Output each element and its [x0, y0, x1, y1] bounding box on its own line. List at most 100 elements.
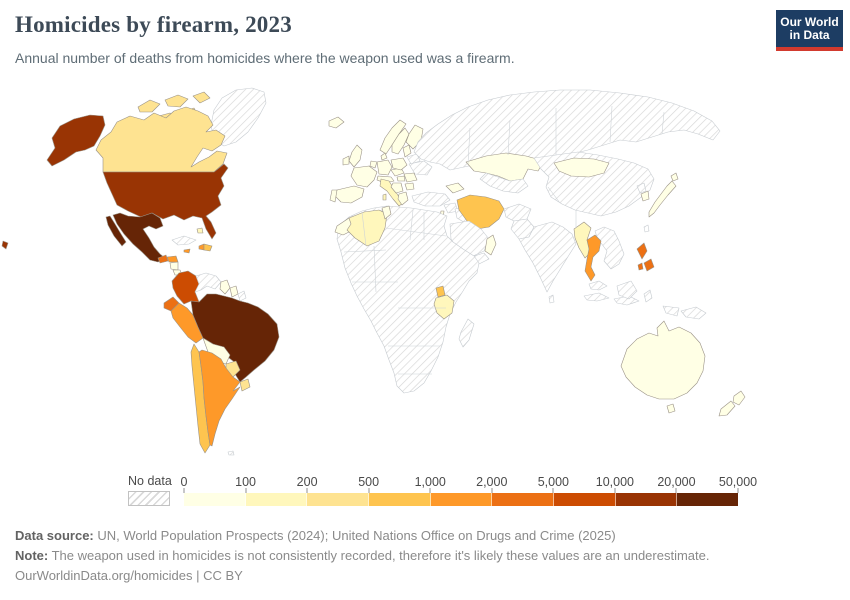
- country-australia-tasmania[interactable]: [666, 403, 676, 414]
- country-denmark[interactable]: [380, 152, 388, 161]
- country-iran[interactable]: [456, 194, 505, 230]
- country-baltics[interactable]: [402, 144, 412, 158]
- country-canada-arctic-2[interactable]: [164, 94, 189, 108]
- country-indonesia-sulawesi[interactable]: [643, 289, 653, 303]
- country-thailand[interactable]: [584, 234, 602, 282]
- country-norway[interactable]: [379, 119, 407, 155]
- country-nicaragua[interactable]: [169, 261, 179, 271]
- country-portugal[interactable]: [329, 189, 338, 203]
- country-australia[interactable]: [620, 320, 706, 400]
- country-guyana[interactable]: [219, 279, 231, 295]
- country-usa[interactable]: [102, 163, 229, 240]
- country-oman[interactable]: [484, 234, 497, 256]
- country-dominican-republic[interactable]: [203, 243, 213, 252]
- country-italy-sardinia[interactable]: [382, 193, 387, 201]
- country-canada-arctic-3[interactable]: [192, 91, 211, 104]
- country-canada[interactable]: [95, 106, 228, 173]
- country-new-zealand-south[interactable]: [718, 400, 736, 417]
- country-indonesia-papua[interactable]: [662, 305, 680, 317]
- legend-bucket-10,000-20,000[interactable]: [615, 493, 678, 506]
- country-canada-arctic-1[interactable]: [137, 99, 161, 113]
- legend-no-data-swatch[interactable]: [128, 491, 170, 506]
- legend-bucket-1,000-2,000[interactable]: [430, 493, 493, 506]
- country-guatemala[interactable]: [157, 254, 169, 264]
- country-japan[interactable]: [648, 180, 677, 218]
- country-philippines-mindanao[interactable]: [643, 258, 655, 272]
- country-poland[interactable]: [390, 157, 408, 171]
- legend-bucket-5,000-10,000[interactable]: [554, 493, 616, 506]
- owid-logo[interactable]: Our World in Data: [776, 10, 843, 51]
- country-iceland[interactable]: [328, 116, 345, 129]
- country-united-kingdom[interactable]: [348, 144, 363, 168]
- country-indonesia-sumatra[interactable]: [583, 292, 610, 302]
- legend-tick-mark: [552, 488, 554, 493]
- owid-logo-line1: Our World: [780, 15, 839, 29]
- country-ukraine[interactable]: [408, 160, 433, 176]
- country-ireland[interactable]: [342, 155, 350, 166]
- legend-bucket-2,000-5,000[interactable]: [492, 493, 555, 506]
- country-germany[interactable]: [376, 159, 393, 176]
- country-philippines-visayas[interactable]: [637, 262, 644, 271]
- country-hungary[interactable]: [396, 175, 406, 182]
- country-venezuela[interactable]: [194, 272, 222, 293]
- country-usa-alaska[interactable]: [46, 114, 106, 167]
- country-romania[interactable]: [403, 172, 418, 183]
- country-central-asia[interactable]: [479, 172, 529, 194]
- country-argentina[interactable]: [198, 349, 241, 447]
- country-south-korea[interactable]: [640, 190, 650, 202]
- country-greenland[interactable]: [210, 87, 267, 147]
- country-suriname[interactable]: [229, 285, 239, 298]
- country-colombia[interactable]: [171, 270, 200, 305]
- legend-bucket-500-1,000[interactable]: [369, 493, 431, 506]
- country-bahamas[interactable]: [196, 227, 204, 234]
- country-france[interactable]: [350, 165, 378, 188]
- country-caucasus[interactable]: [445, 182, 465, 194]
- legend-tick-labels: 0 100 200 500 1,000 2,000 5,000 10,000 20,000 50,…: [181, 475, 757, 493]
- country-falkland-islands[interactable]: [227, 450, 235, 456]
- country-italy[interactable]: [379, 178, 404, 207]
- country-sri-lanka[interactable]: [548, 294, 555, 304]
- asia-internal-borders: [467, 105, 665, 228]
- country-spain[interactable]: [334, 185, 365, 204]
- country-balkans[interactable]: [390, 182, 404, 194]
- country-tanzania[interactable]: [433, 294, 455, 320]
- country-afghanistan[interactable]: [503, 203, 532, 222]
- attribution-link[interactable]: OurWorldinData.org/homicides | CC BY: [15, 568, 243, 583]
- country-uganda[interactable]: [435, 285, 446, 298]
- legend-tick-mark: [491, 488, 493, 493]
- legend-bucket-0-100[interactable]: [184, 493, 246, 506]
- country-north-korea[interactable]: [636, 182, 647, 194]
- legend-bucket-200-500[interactable]: [307, 493, 370, 506]
- country-malaysia[interactable]: [588, 280, 608, 291]
- country-belarus[interactable]: [406, 153, 421, 165]
- country-bulgaria[interactable]: [404, 182, 415, 191]
- country-french-guiana[interactable]: [237, 290, 247, 302]
- country-indonesia-borneo[interactable]: [616, 280, 638, 300]
- country-uruguay[interactable]: [239, 378, 251, 392]
- country-haiti[interactable]: [198, 243, 205, 251]
- country-tunisia[interactable]: [381, 205, 392, 220]
- country-sweden[interactable]: [391, 127, 410, 155]
- country-mongolia[interactable]: [553, 157, 610, 178]
- country-usa-hawaii[interactable]: [1, 240, 9, 250]
- country-jamaica[interactable]: [183, 248, 191, 254]
- country-new-zealand-north[interactable]: [732, 390, 746, 406]
- legend-bucket-20,000-50,000[interactable]: [677, 493, 739, 506]
- legend-no-data: No data: [128, 474, 172, 506]
- country-algeria[interactable]: [346, 209, 388, 247]
- country-turkey[interactable]: [411, 191, 451, 207]
- country-philippines-luzon[interactable]: [636, 242, 648, 260]
- country-benelux[interactable]: [369, 160, 378, 169]
- country-mexico[interactable]: [112, 212, 166, 263]
- country-japan-hokkaido[interactable]: [670, 172, 679, 182]
- world-map: [1, 87, 746, 456]
- country-taiwan[interactable]: [643, 224, 650, 233]
- country-india[interactable]: [518, 221, 577, 293]
- country-honduras[interactable]: [166, 255, 179, 263]
- country-mexico-baja[interactable]: [105, 215, 127, 247]
- country-papua-new-guinea[interactable]: [680, 306, 707, 320]
- country-greece[interactable]: [397, 191, 409, 206]
- country-cuba[interactable]: [171, 235, 197, 246]
- legend-bucket-100-200[interactable]: [245, 493, 308, 506]
- country-madagascar[interactable]: [458, 318, 475, 348]
